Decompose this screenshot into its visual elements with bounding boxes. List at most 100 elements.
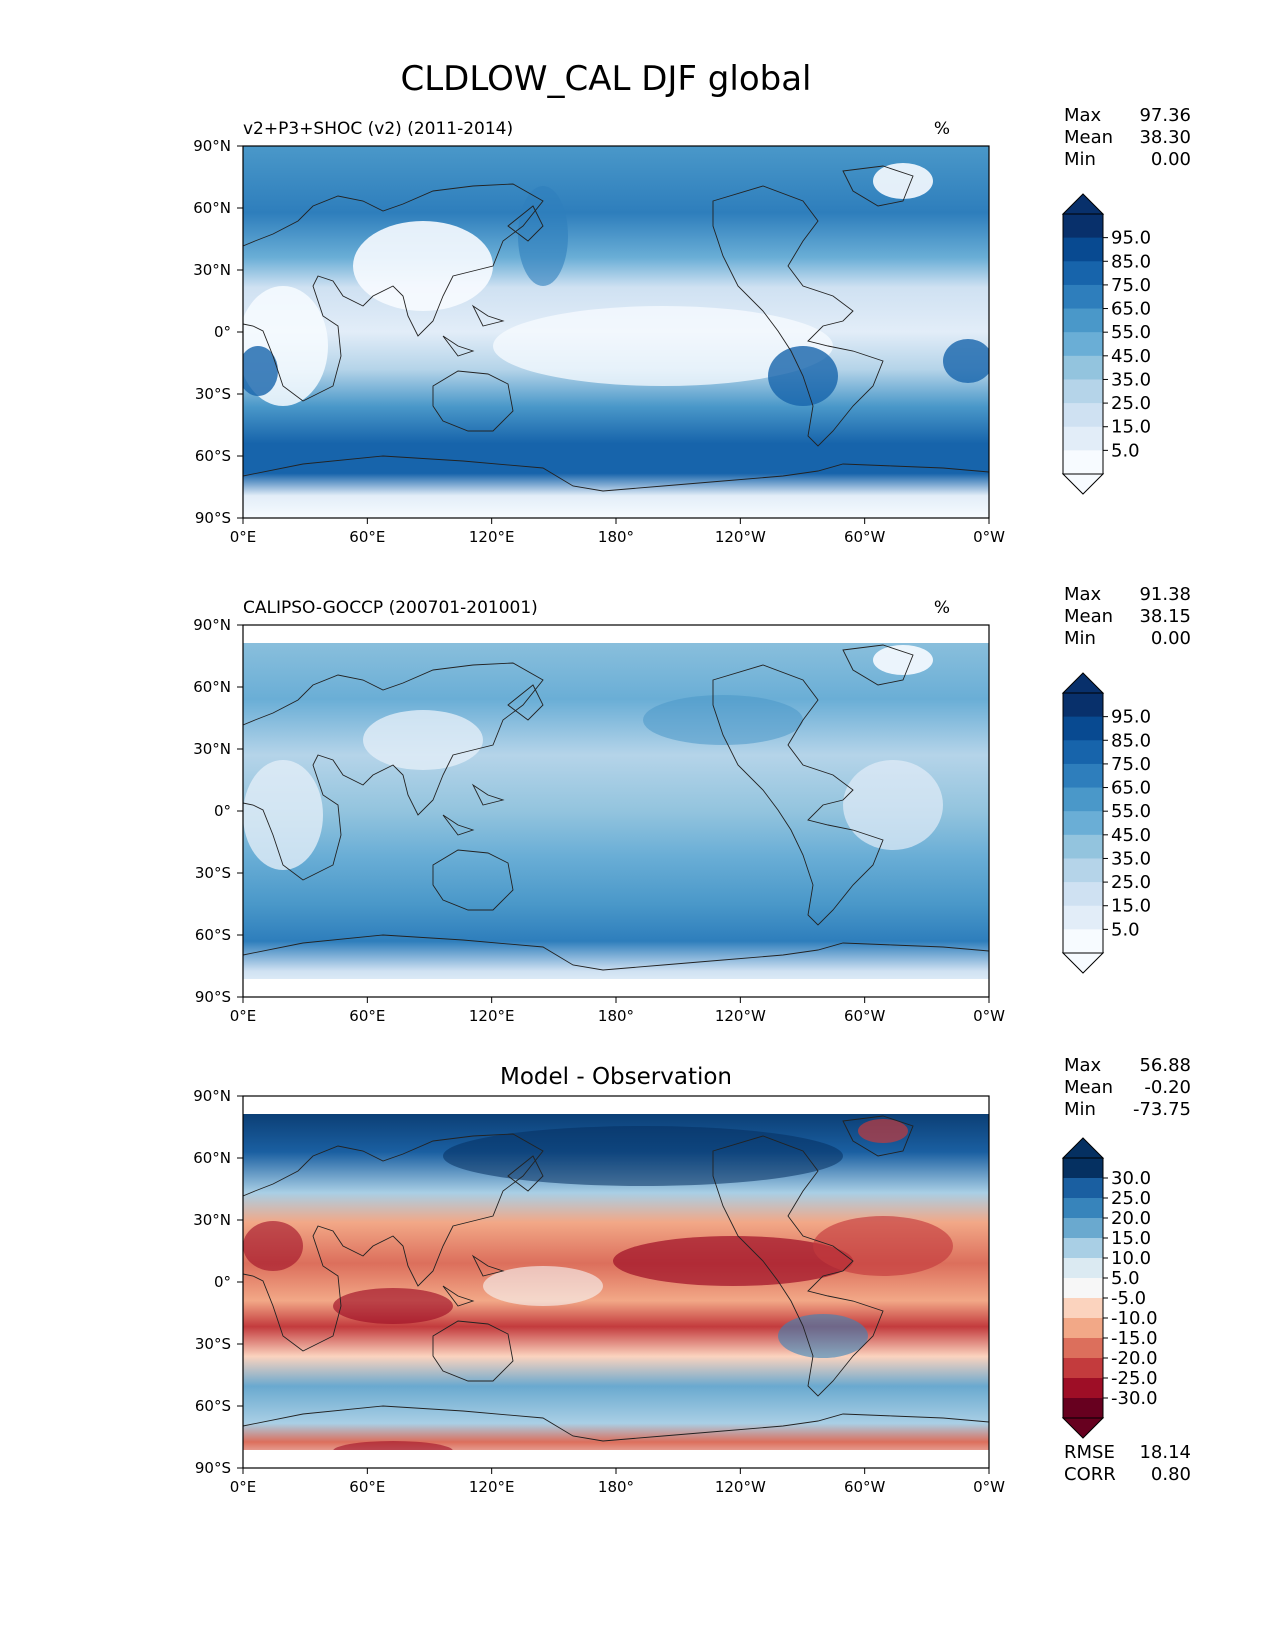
colorbar-tick-label: 95.0: [1111, 228, 1151, 249]
y-tick-label: 30°S: [195, 1335, 231, 1353]
stat-value: 91.38: [1139, 584, 1191, 605]
colorbar-band: [1063, 403, 1103, 428]
x-ticks: 0°E 60°E 120°E 180° 120°W 60°W 0°W: [230, 1468, 1005, 1496]
colorbar-tick-label: 15.0: [1111, 417, 1151, 438]
stat-value: 38.30: [1139, 127, 1191, 148]
colorbar-model: 95.085.0 75.0 65.055.0 45.035.0 25.0 15.05.0: [1061, 193, 1151, 495]
x-tick-label: 120°W: [715, 528, 766, 546]
colorbar-tick-label: 55.0: [1111, 322, 1151, 343]
colorbar-tick-label: 25.0: [1111, 393, 1151, 414]
colorbar-band: [1063, 882, 1103, 907]
colorbar-extend-min: [1061, 952, 1105, 974]
colorbar-band: [1063, 763, 1103, 789]
colorbar-band: [1063, 237, 1103, 262]
colorbar-frame: [1062, 692, 1104, 954]
y-tick-label: 60°N: [193, 678, 231, 696]
colorbar-band: [1063, 1378, 1103, 1399]
map-model: [243, 146, 989, 518]
colorbar-extend-max: [1061, 193, 1105, 215]
stat-value: 0.00: [1151, 628, 1191, 649]
x-tick-label: 0°W: [973, 1007, 1005, 1025]
colorbar-tick-label: 35.0: [1111, 369, 1151, 390]
colorbar-band: [1063, 308, 1103, 333]
colorbar-tick-label: -15.0: [1111, 1328, 1158, 1349]
y-tick-label: 90°S: [195, 988, 231, 1006]
panel-obs-title: CALIPSO-GOCCP (200701-201001): [243, 598, 538, 618]
x-ticks: 0°E 60°E 120°E 180° 120°W 60°W 0°W: [230, 518, 1005, 546]
y-tick-label: 0°: [214, 323, 231, 341]
stat-value: 0.80: [1151, 1464, 1191, 1485]
colorbar-tick-label: 5.0: [1111, 919, 1140, 940]
y-tick-label: 60°S: [195, 926, 231, 944]
colorbar-band: [1063, 261, 1103, 286]
colorbar-band: [1063, 1258, 1103, 1279]
stat-label: Mean: [1064, 127, 1113, 148]
colorbar-tick-label: 45.0: [1111, 825, 1151, 846]
colorbar-extend-min: [1061, 473, 1105, 495]
stat-value: 38.15: [1139, 606, 1191, 627]
colorbar-tick-label: 5.0: [1111, 440, 1140, 461]
x-tick-label: 60°E: [349, 528, 385, 546]
stat-label: Max: [1064, 105, 1102, 126]
stat-value: -0.20: [1144, 1077, 1191, 1098]
x-tick-label: 60°W: [844, 1478, 886, 1496]
colorbar-band: [1063, 693, 1103, 718]
panel-model-units: %: [934, 119, 950, 139]
y-tick-label: 60°S: [195, 1397, 231, 1415]
colorbar-band: [1063, 787, 1103, 812]
colorbar-tick-label: 65.0: [1111, 299, 1151, 320]
stat-value: -73.75: [1133, 1099, 1191, 1120]
colorbar-band: [1063, 426, 1103, 451]
colorbar-tick-label: 5.0: [1111, 1268, 1140, 1289]
x-tick-label: 120°W: [715, 1478, 766, 1496]
colorbar-tick-label: 55.0: [1111, 801, 1151, 822]
stat-label: Min: [1064, 628, 1096, 649]
colorbar-band: [1063, 716, 1103, 741]
x-tick-label: 0°E: [230, 528, 257, 546]
panel-model: v2+P3+SHOC (v2) (2011-2014) % 0°E 60°E 120…: [193, 119, 1005, 546]
colorbar-tick-label: -5.0: [1111, 1288, 1146, 1309]
colorbar-band: [1063, 740, 1103, 765]
colorbar-band: [1063, 355, 1103, 380]
colorbar-band: [1063, 379, 1103, 404]
y-tick-label: 60°S: [195, 447, 231, 465]
colorbar-tick-label: 10.0: [1111, 1248, 1151, 1269]
x-ticks: 0°E 60°E 120°E 180° 120°W 60°W 0°W: [230, 997, 1005, 1025]
stat-label: Max: [1064, 584, 1102, 605]
colorbar-band: [1063, 332, 1103, 357]
colorbar-obs: 95.085.0 75.0 65.055.0 45.035.0 25.0 15.05.0: [1061, 672, 1151, 974]
colorbar-band: [1063, 214, 1103, 239]
x-tick-label: 120°W: [715, 1007, 766, 1025]
colorbar-tick-label: -30.0: [1111, 1388, 1158, 1409]
stat-label: Max: [1064, 1055, 1102, 1076]
panel-diff-title: Model - Observation: [500, 1064, 732, 1090]
colorbar-band: [1063, 450, 1103, 475]
y-tick-label: 30°N: [193, 740, 231, 758]
stat-label: Min: [1064, 149, 1096, 170]
y-tick-label: 60°N: [193, 199, 231, 217]
x-tick-label: 0°E: [230, 1478, 257, 1496]
colorbar-band: [1063, 1198, 1103, 1219]
colorbar-band: [1063, 1298, 1103, 1319]
colorbar-band: [1063, 1398, 1103, 1419]
colorbar-frame: [1062, 1157, 1104, 1419]
stat-value: 0.00: [1151, 149, 1191, 170]
colorbar-tick-label: 15.0: [1111, 1228, 1151, 1249]
colorbar-tick-label: 35.0: [1111, 848, 1151, 869]
panel-diff: Model - Observation 0°E 60°E 120°E 180° 120°…: [193, 1064, 1005, 1496]
colorbar-band: [1063, 834, 1103, 859]
colorbar-tick-label: -25.0: [1111, 1368, 1158, 1389]
colorbar-band: [1063, 811, 1103, 836]
stat-value: 97.36: [1139, 105, 1191, 126]
colorbar-tick-label: 15.0: [1111, 896, 1151, 917]
colorbar-band: [1063, 1318, 1103, 1339]
stat-label: Min: [1064, 1099, 1096, 1120]
x-tick-label: 120°E: [469, 1478, 515, 1496]
x-tick-label: 60°W: [844, 1007, 886, 1025]
extra-stats-diff: RMSE 18.14 CORR 0.80: [1064, 1442, 1191, 1485]
colorbar-band: [1063, 905, 1103, 930]
y-tick-label: 90°S: [195, 509, 231, 527]
colorbar-band: [1063, 1338, 1103, 1359]
x-tick-label: 120°E: [469, 1007, 515, 1025]
x-tick-label: 60°E: [349, 1007, 385, 1025]
